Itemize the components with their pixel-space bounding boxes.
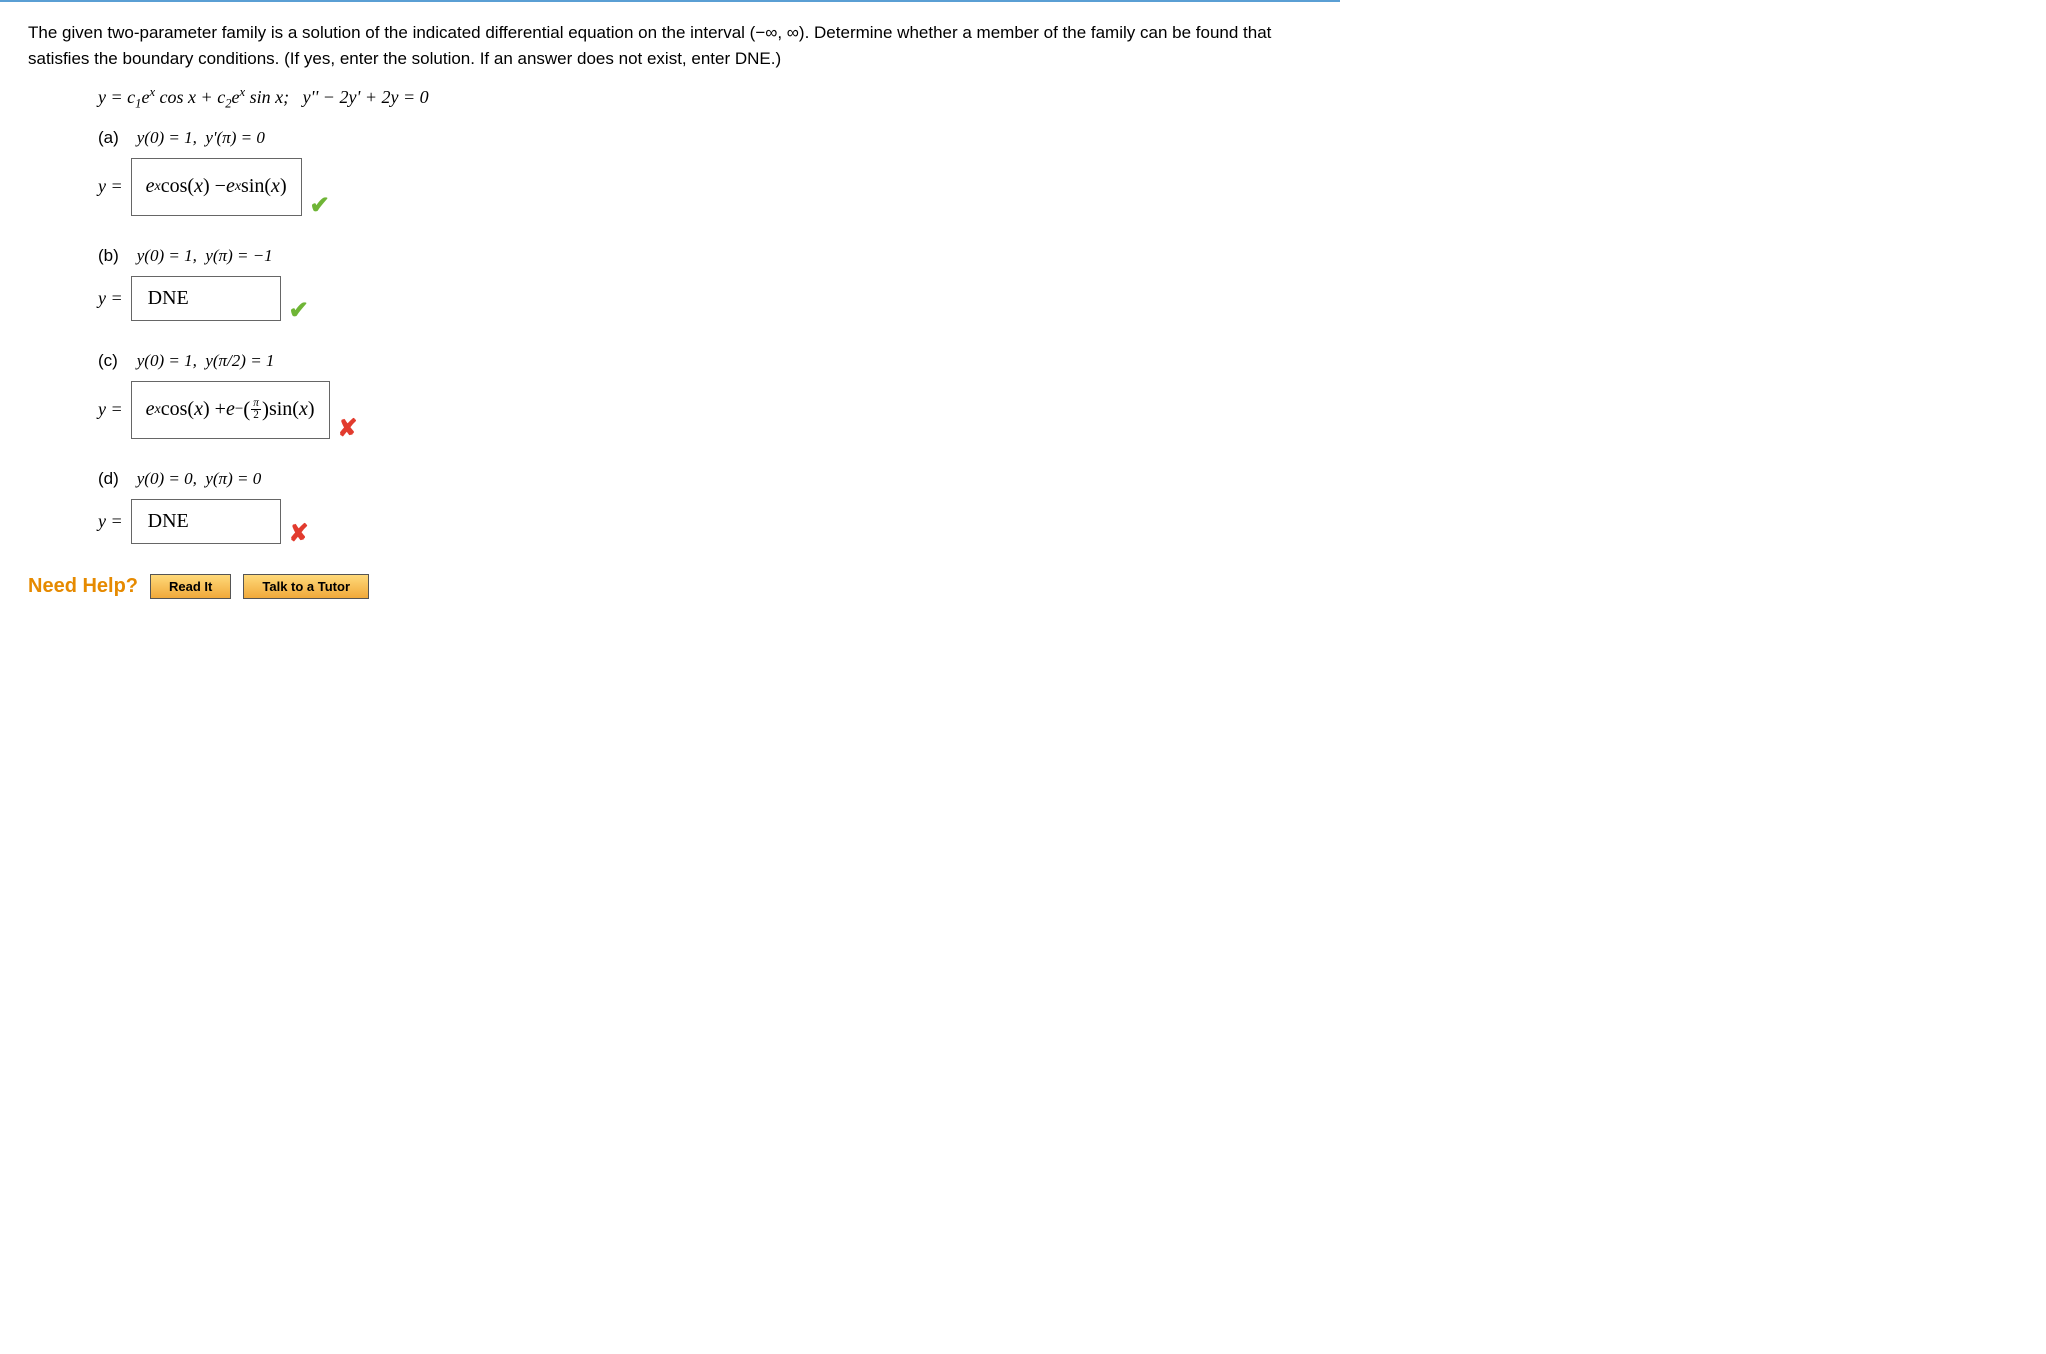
answer-input[interactable]: DNE — [131, 276, 281, 321]
x-icon: ✘ — [289, 519, 309, 548]
need-help-row: Need Help? Read It Talk to a Tutor — [28, 574, 1312, 599]
part-condition: (c) y(0) = 1, y(π/2) = 1 — [98, 351, 1312, 371]
prompt-text: The given two-parameter family is a solu… — [28, 20, 1312, 71]
answer-input[interactable]: DNE — [131, 499, 281, 544]
talk-to-tutor-button[interactable]: Talk to a Tutor — [243, 574, 369, 599]
answer-input[interactable]: excos(x) − exsin(x) — [131, 158, 302, 216]
question-body: y = c1ex cos x + c2ex sin x; y'' − 2y' +… — [98, 85, 1312, 544]
part-condition: (a) y(0) = 1, y'(π) = 0 — [98, 128, 1312, 148]
part-condition: (b) y(0) = 1, y(π) = −1 — [98, 246, 1312, 266]
part-a: (a) y(0) = 1, y'(π) = 0 y = excos(x) − exs… — [98, 128, 1312, 216]
y-equals-label: y = — [98, 176, 123, 197]
y-equals-label: y = — [98, 399, 123, 420]
y-equals-label: y = — [98, 288, 123, 309]
part-b: (b) y(0) = 1, y(π) = −1y =DNE✔ — [98, 246, 1312, 321]
answer-row: y =excos(x) − exsin(x)✔ — [98, 158, 1312, 216]
parts-list: (a) y(0) = 1, y'(π) = 0 y = excos(x) − exs… — [98, 128, 1312, 544]
part-d: (d) y(0) = 0, y(π) = 0y =DNE✘ — [98, 469, 1312, 544]
y-equals-label: y = — [98, 511, 123, 532]
answer-row: y =excos(x) + e−(π2)sin(x)✘ — [98, 381, 1312, 439]
question-panel: The given two-parameter family is a solu… — [0, 0, 1340, 627]
need-help-label: Need Help? — [28, 575, 138, 598]
answer-input[interactable]: excos(x) + e−(π2)sin(x) — [131, 381, 330, 439]
part-condition: (d) y(0) = 0, y(π) = 0 — [98, 469, 1312, 489]
check-icon: ✔ — [310, 191, 330, 220]
family-equation: y = c1ex cos x + c2ex sin x; y'' − 2y' +… — [98, 85, 1312, 112]
read-it-button[interactable]: Read It — [150, 574, 231, 599]
answer-row: y =DNE✔ — [98, 276, 1312, 321]
check-icon: ✔ — [289, 296, 309, 325]
part-c: (c) y(0) = 1, y(π/2) = 1 y = excos(x) + e−… — [98, 351, 1312, 439]
answer-row: y =DNE✘ — [98, 499, 1312, 544]
x-icon: ✘ — [338, 414, 358, 443]
